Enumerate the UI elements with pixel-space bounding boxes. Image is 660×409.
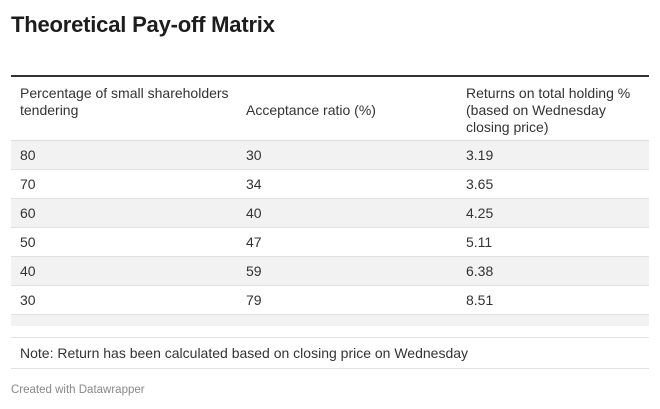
table-row: 70 34 3.65 <box>11 170 649 199</box>
table-row: 30 79 8.51 <box>11 286 649 315</box>
table-cell: 79 <box>246 292 262 308</box>
table-note: Note: Return has been calculated based o… <box>11 337 649 369</box>
table-cell: 30 <box>246 147 262 163</box>
table-cell: 30 <box>20 292 36 308</box>
table-top-rule <box>11 75 649 77</box>
table-cell: 5.11 <box>466 234 493 250</box>
data-table: Percentage of small shareholders tenderi… <box>11 75 649 369</box>
table-row: 40 59 6.38 <box>11 257 649 286</box>
table-header-row: Percentage of small shareholders tenderi… <box>11 77 649 141</box>
table-cell: 40 <box>20 263 36 279</box>
column-header: Returns on total holding % (based on Wed… <box>466 85 631 135</box>
column-header: Acceptance ratio (%) <box>246 102 376 118</box>
table-cell: 50 <box>20 234 36 250</box>
table-cell: 34 <box>246 176 262 192</box>
table-cell: 3.65 <box>466 176 494 192</box>
table-row: 80 30 3.19 <box>11 141 649 170</box>
table-cell: 70 <box>20 176 36 192</box>
column-header: Percentage of small shareholders tenderi… <box>20 85 229 118</box>
table-row: 50 47 5.11 <box>11 228 649 257</box>
table-row-empty <box>11 315 649 326</box>
table-cell: 6.38 <box>466 263 494 279</box>
table-cell: 4.25 <box>466 205 494 221</box>
table-cell: 59 <box>246 263 262 279</box>
credit-text: Created with Datawrapper <box>11 384 145 396</box>
table-cell: 40 <box>246 205 262 221</box>
table-cell: 47 <box>246 234 262 250</box>
table-cell: 60 <box>20 205 36 221</box>
table-cell: 3.19 <box>466 147 494 163</box>
table-row: 60 40 4.25 <box>11 199 649 228</box>
chart-title: Theoretical Pay-off Matrix <box>11 12 275 37</box>
table-cell: 8.51 <box>466 292 494 308</box>
table-cell: 80 <box>20 147 36 163</box>
